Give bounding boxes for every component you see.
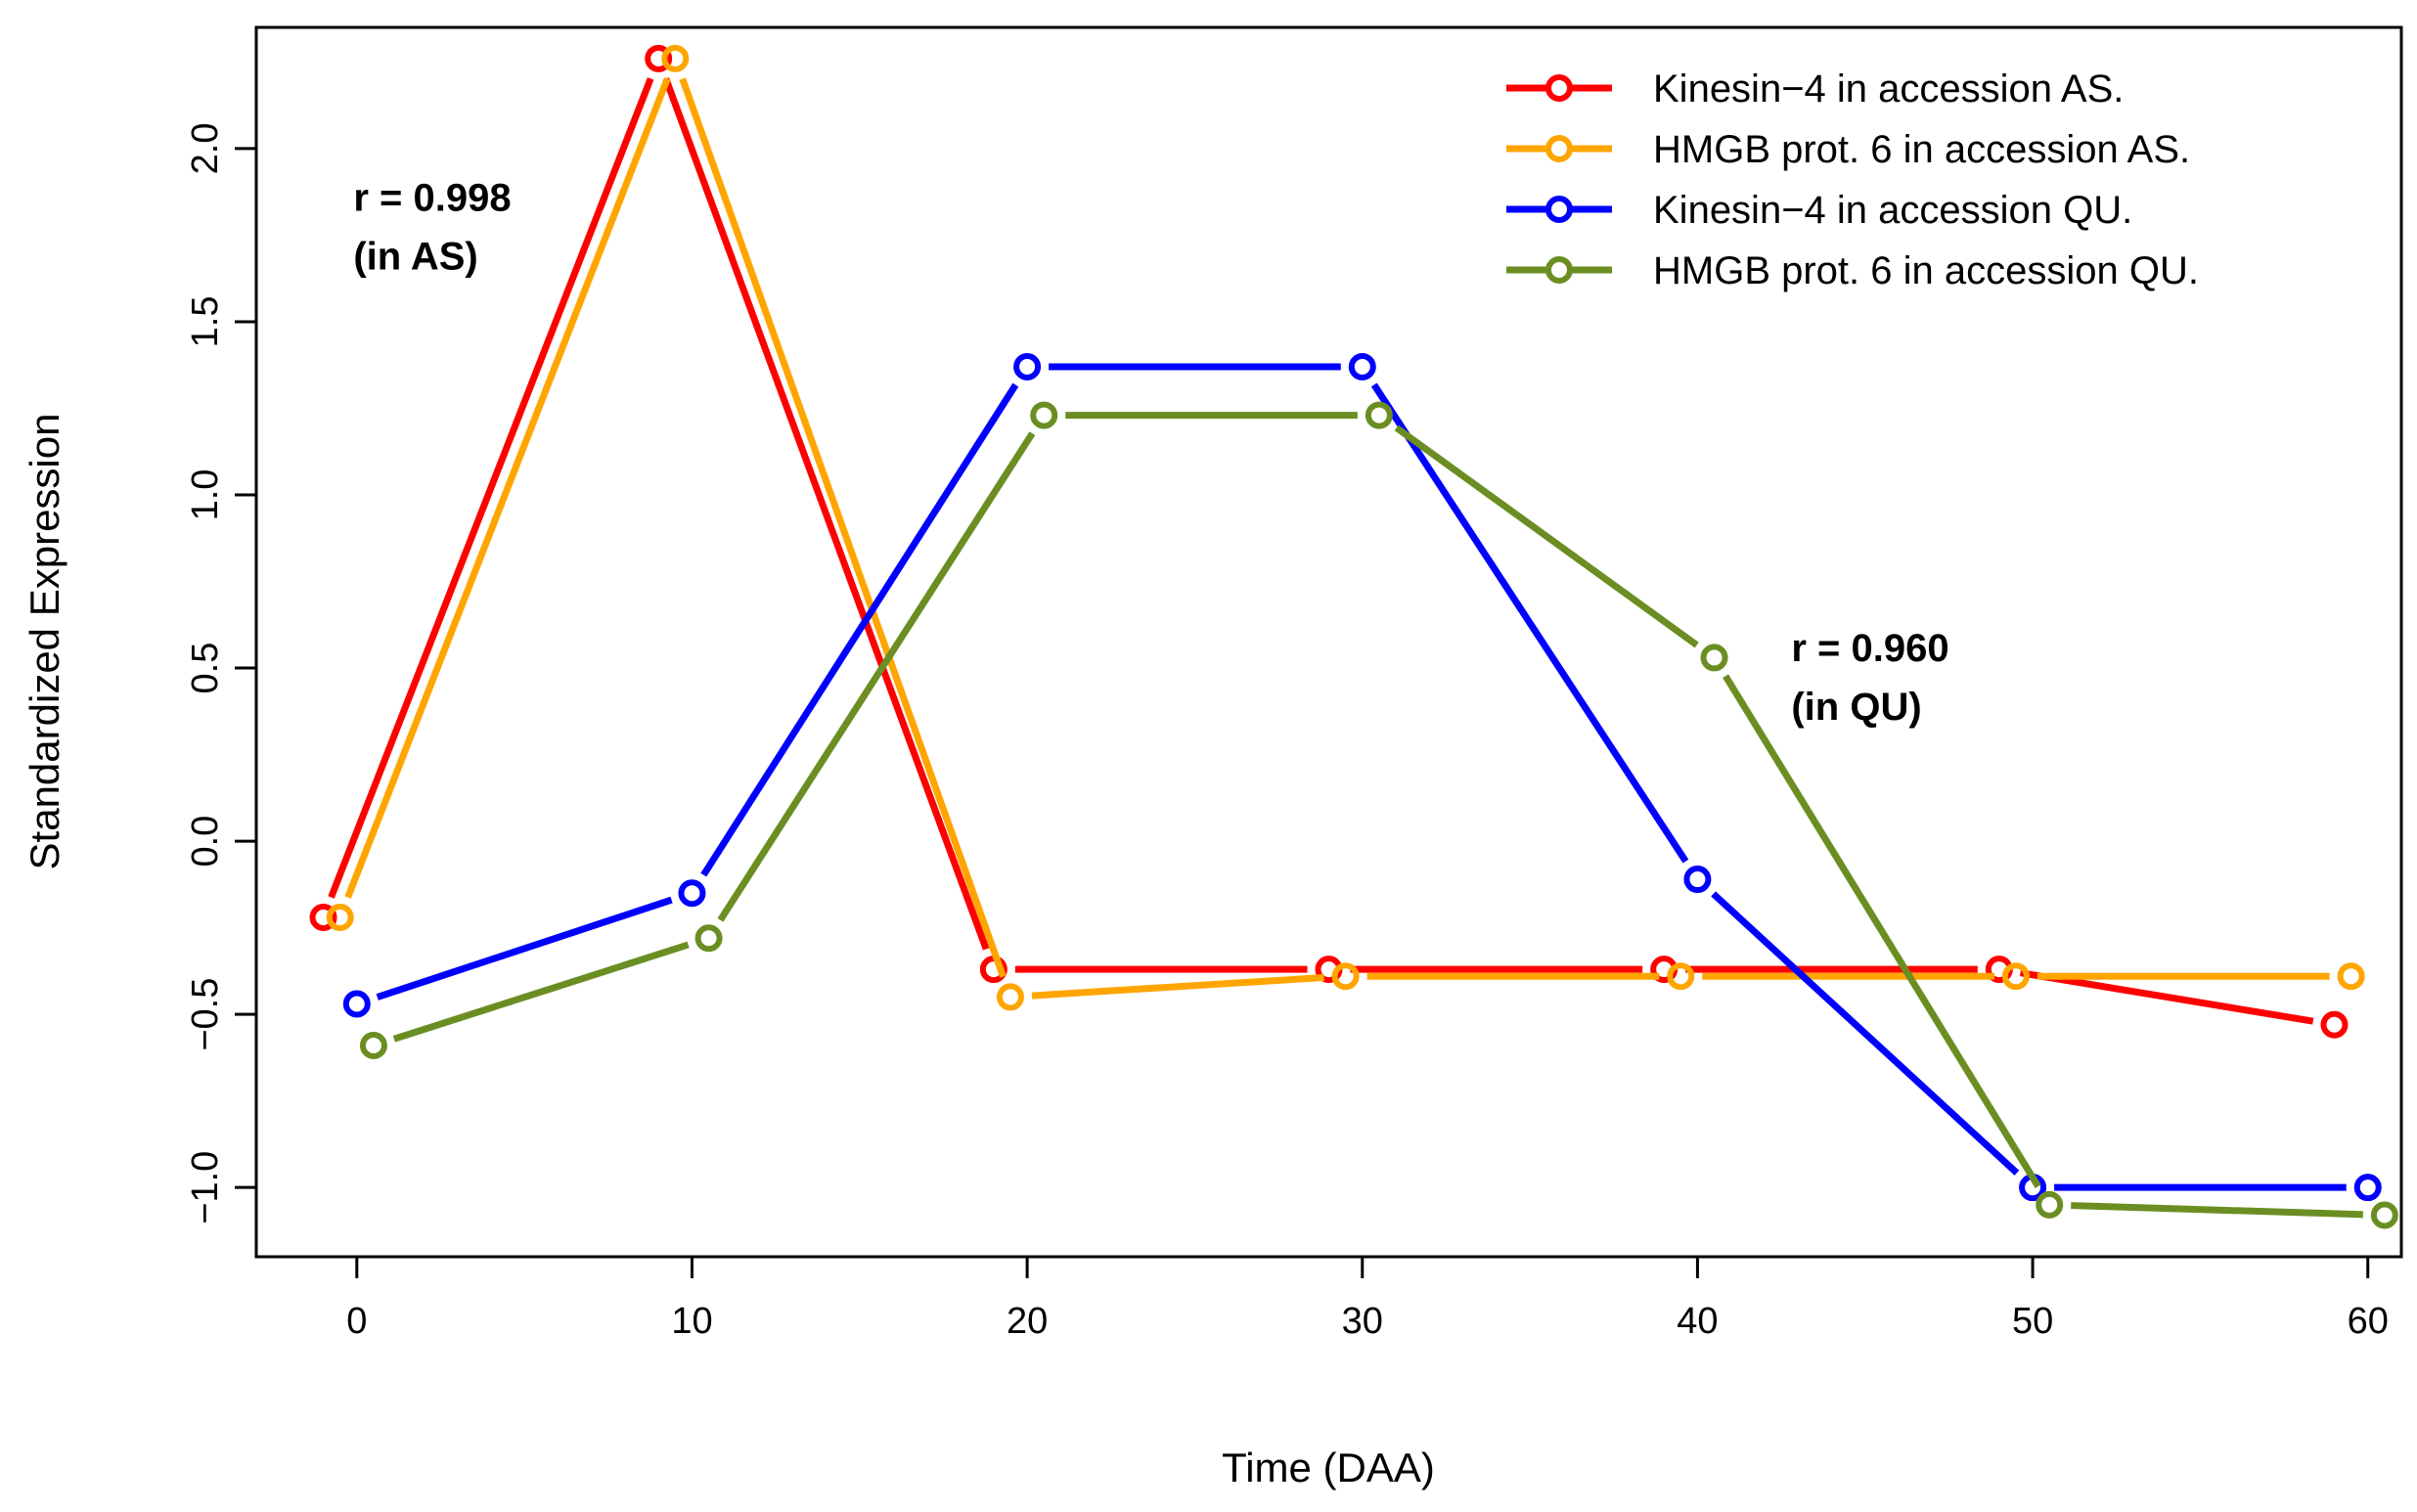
x-tick-label: 30 xyxy=(1342,1301,1383,1342)
data-point xyxy=(1352,356,1373,378)
legend-item: Kinesin−4 in accession QU. xyxy=(1506,189,2132,232)
x-tick-label: 60 xyxy=(2348,1301,2389,1342)
data-point xyxy=(1686,868,1708,890)
data-point xyxy=(363,1035,384,1056)
legend-label: Kinesin−4 in accession QU. xyxy=(1653,189,2132,232)
series-line-segment xyxy=(720,433,1032,920)
series-line-segment xyxy=(1725,676,2038,1186)
series-line-segment xyxy=(1032,978,1324,997)
annotation-text: (in QU) xyxy=(1791,686,1921,729)
series-line-segment xyxy=(2021,973,2313,1021)
series-line-segment xyxy=(1374,384,1686,861)
annotation-text: (in AS) xyxy=(353,236,477,279)
legend-swatch-marker xyxy=(1548,259,1570,281)
x-tick-label: 50 xyxy=(2012,1301,2053,1342)
data-point xyxy=(2374,1205,2395,1226)
x-axis-title: Time (DAA) xyxy=(1222,1445,1435,1490)
series-line-segment xyxy=(394,945,689,1039)
series-line-segment xyxy=(666,79,986,950)
legend: Kinesin−4 in accession AS. HMGB prot. 6 i… xyxy=(1506,67,2199,292)
data-point xyxy=(346,994,368,1015)
legend-item: HMGB prot. 6 in accession AS. xyxy=(1506,128,2190,171)
legend-item: HMGB prot. 6 in accession QU. xyxy=(1506,249,2199,292)
data-point xyxy=(2341,965,2362,987)
series-line-segment xyxy=(1714,894,2017,1173)
y-tick-label: 0.5 xyxy=(185,643,226,694)
data-point xyxy=(1016,356,1038,378)
annotation-text: r = 0.998 xyxy=(353,177,511,220)
y-axis: −1.0 −0.5 0.0 0.5 1.0 1.5 2.0 xyxy=(185,123,256,1224)
y-tick-label: −0.5 xyxy=(185,978,226,1051)
data-point xyxy=(2323,1014,2345,1036)
y-tick-label: 1.5 xyxy=(185,296,226,348)
legend-item: Kinesin−4 in accession AS. xyxy=(1506,67,2124,111)
legend-label: HMGB prot. 6 in accession AS. xyxy=(1653,128,2190,171)
annotation-text: r = 0.960 xyxy=(1791,627,1948,670)
x-tick-label: 10 xyxy=(671,1301,712,1342)
y-tick-label: 1.0 xyxy=(185,469,226,521)
x-tick-label: 20 xyxy=(1007,1301,1048,1342)
series-2 xyxy=(346,356,2379,1198)
y-tick-label: 2.0 xyxy=(185,123,226,175)
y-axis-title: Standardized Expression xyxy=(22,414,67,870)
data-point xyxy=(1704,646,1725,668)
x-tick-label: 0 xyxy=(346,1301,367,1342)
data-point xyxy=(1000,986,1021,1007)
data-point xyxy=(2038,1194,2060,1216)
legend-label: HMGB prot. 6 in accession QU. xyxy=(1653,249,2199,292)
x-axis: 0 10 20 30 40 50 60 xyxy=(346,1257,2389,1342)
series-line-segment xyxy=(683,79,1004,977)
data-point xyxy=(698,927,720,949)
x-tick-label: 40 xyxy=(1677,1301,1718,1342)
y-tick-label: −1.0 xyxy=(185,1151,226,1224)
data-point xyxy=(681,882,702,904)
legend-swatch-marker xyxy=(1548,77,1570,99)
series-line-segment xyxy=(703,385,1015,875)
data-point xyxy=(1368,405,1390,426)
data-point xyxy=(2357,1177,2379,1198)
series-line-segment xyxy=(378,900,672,997)
series-line-segment xyxy=(1397,427,1697,645)
data-point xyxy=(1033,405,1054,426)
legend-swatch-marker xyxy=(1548,138,1570,159)
series-line-segment xyxy=(2071,1206,2363,1215)
legend-swatch-marker xyxy=(1548,199,1570,220)
legend-label: Kinesin−4 in accession AS. xyxy=(1653,67,2124,111)
series-3 xyxy=(363,405,2395,1226)
y-tick-label: 0.0 xyxy=(185,816,226,867)
